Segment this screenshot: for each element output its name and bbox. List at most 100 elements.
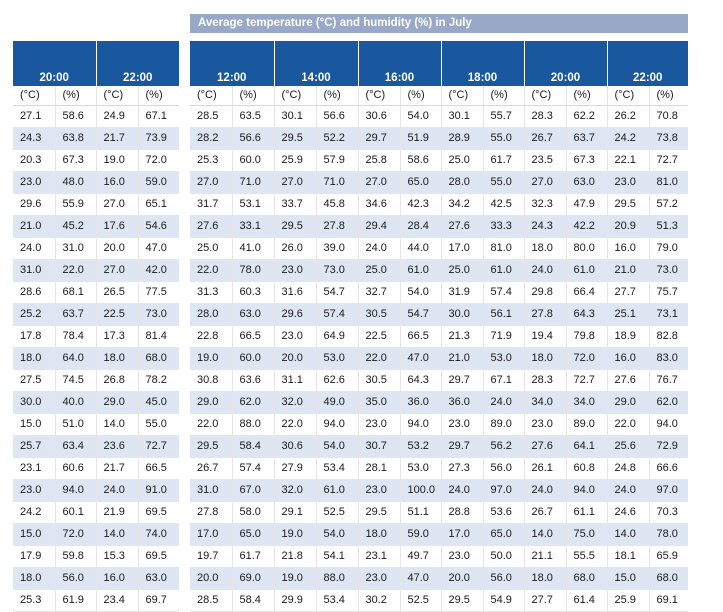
unit-percent: (%) [648,86,688,106]
temperature-cell: 27.0 [523,171,566,194]
temperature-cell: 29.5 [606,193,649,216]
humidity-cell: 55.7 [482,105,524,128]
temperature-cell: 30.5 [357,303,400,326]
temperature-cell: 27.6 [440,215,483,238]
humidity-cell: 45.8 [315,193,358,216]
humidity-cell: 73.8 [648,127,688,150]
humidity-cell: 55.0 [482,127,524,150]
humidity-cell: 61.9 [54,589,96,612]
temperature-cell: 23.0 [357,479,400,502]
table-row: 31.3 60.3 31.6 54.7 32.7 54.0 31.9 57.4 29.8 66.4… [190,281,688,304]
humidity-cell: 60.0 [231,347,274,370]
humidity-cell: 44.0 [399,237,441,260]
humidity-cell: 53.4 [315,589,358,612]
table-row: 30.8 63.6 31.1 62.6 30.5 64.3 29.7 67.1 28.3 72.7… [190,369,688,392]
temperature-cell: 18.1 [606,545,649,568]
temperature-cell: 17.6 [95,215,138,238]
humidity-cell: 80.0 [565,237,607,260]
humidity-cell: 63.6 [231,369,274,392]
unit-celsius: (°C) [190,86,232,106]
humidity-cell: 65.9 [648,545,688,568]
humidity-cell: 62.0 [231,391,274,414]
table-row: 25.2 63.7 22.5 73.0 [13,303,179,326]
temperature-cell: 22.0 [606,413,649,436]
temperature-cell: 23.1 [13,457,55,480]
table-row: 15.0 51.0 14.0 55.0 [13,413,179,436]
humidity-cell: 81.0 [482,237,524,260]
table-row: 29.6 55.9 27.0 65.1 [13,193,179,216]
temperature-cell: 18.0 [523,347,566,370]
temperature-cell: 23.0 [273,259,316,282]
humidity-cell: 49.7 [399,545,441,568]
humidity-cell: 58.4 [231,435,274,458]
temperature-cell: 29.5 [357,501,400,524]
humidity-cell: 78.0 [648,523,688,546]
humidity-cell: 61.7 [231,545,274,568]
table-row: 25.3 60.0 25.9 57.9 25.8 58.6 25.0 61.7 23.5 67.3… [190,149,688,172]
humidity-cell: 54.0 [315,435,358,458]
temperature-cell: 28.0 [440,171,483,194]
humidity-cell: 78.2 [137,369,179,392]
temperature-cell: 14.0 [523,523,566,546]
humidity-cell: 57.4 [231,457,274,480]
humidity-cell: 42.5 [482,193,524,216]
humidity-cell: 51.3 [648,215,688,238]
temperature-cell: 34.2 [440,193,483,216]
temperature-cell: 31.0 [13,259,55,282]
table-row: 27.8 58.0 29.1 52.5 29.5 51.1 28.8 53.6 26.7 61.1… [190,501,688,524]
temperature-cell: 27.0 [95,193,138,216]
humidity-cell: 64.9 [315,325,358,348]
humidity-cell: 70.3 [648,501,688,524]
temperature-cell: 28.8 [440,501,483,524]
temperature-cell: 16.0 [95,171,138,194]
temperature-cell: 18.0 [13,567,55,590]
temperature-cell: 22.5 [357,325,400,348]
humidity-cell: 36.0 [399,391,441,414]
temperature-cell: 27.3 [440,457,483,480]
temperature-cell: 25.9 [273,149,316,172]
temperature-cell: 25.6 [606,435,649,458]
humidity-cell: 72.7 [565,369,607,392]
unit-percent: (%) [399,86,441,106]
temperature-cell: 29.5 [440,589,483,612]
humidity-cell: 59.8 [54,545,96,568]
humidity-cell: 73.0 [315,259,358,282]
temperature-cell: 18.0 [13,347,55,370]
humidity-cell: 79.8 [565,325,607,348]
table-row: 17.8 78.4 17.3 81.4 [13,325,179,348]
temperature-cell: 26.2 [606,105,649,128]
temperature-cell: 16.0 [95,567,138,590]
temperature-cell: 18.0 [357,523,400,546]
time-header: 12:00 [190,41,274,86]
temperature-cell: 24.0 [95,479,138,502]
humidity-cell: 57.9 [315,149,358,172]
humidity-cell: 50.0 [482,545,524,568]
humidity-cell: 56.0 [54,567,96,590]
humidity-cell: 94.0 [648,413,688,436]
temperature-cell: 29.5 [273,127,316,150]
temperature-cell: 29.7 [440,435,483,458]
humidity-cell: 58.6 [54,105,96,128]
temperature-cell: 28.3 [523,105,566,128]
temperature-cell: 26.7 [523,127,566,150]
time-header: 20:00 [13,41,96,86]
temperature-cell: 23.0 [13,171,55,194]
time-header-row: 20:00 22:00 [13,41,179,86]
unit-percent: (%) [315,86,358,106]
temperature-cell: 21.7 [95,127,138,150]
unit-celsius: (°C) [523,86,566,106]
temperature-cell: 30.6 [357,105,400,128]
unit-celsius: (°C) [95,86,138,106]
temperature-cell: 22.1 [606,149,649,172]
temperature-cell: 26.5 [95,281,138,304]
temperature-cell: 23.6 [95,435,138,458]
temperature-cell: 28.3 [523,369,566,392]
temperature-cell: 29.6 [273,303,316,326]
humidity-cell: 75.0 [565,523,607,546]
unit-celsius: (°C) [357,86,400,106]
humidity-cell: 72.9 [648,435,688,458]
unit-celsius: (°C) [13,86,55,106]
temperature-cell: 15.0 [13,413,55,436]
table-row: 27.1 58.6 24.9 67.1 [13,105,179,128]
humidity-cell: 54.0 [315,523,358,546]
